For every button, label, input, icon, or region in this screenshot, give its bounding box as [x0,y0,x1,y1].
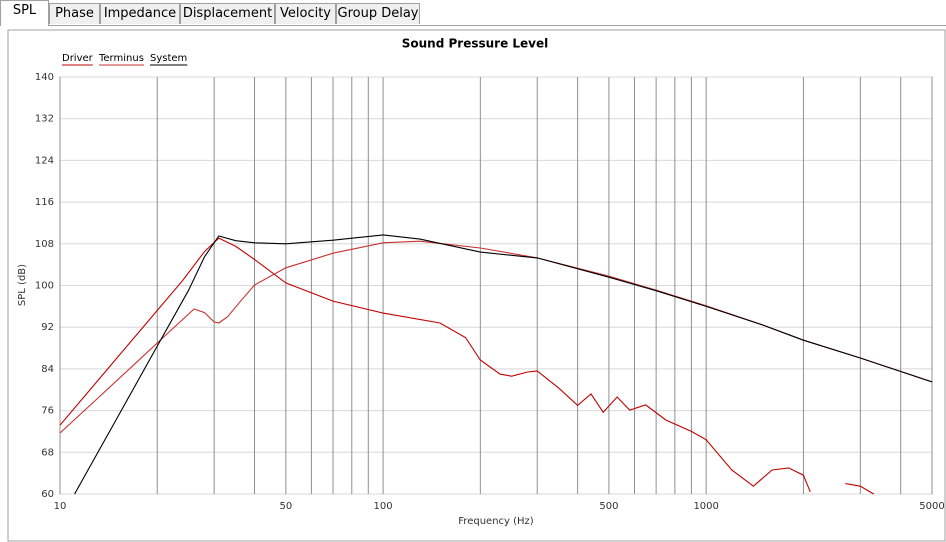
y-axis-label: SPL (dB) [17,264,28,306]
tab[interactable]: Velocity [275,3,336,24]
y-tick-label: 116 [35,197,54,208]
y-tick-label: 124 [35,155,54,166]
x-axis-label: Frequency (Hz) [458,516,534,527]
legend-label: Driver [62,53,94,64]
y-tick-label: 108 [35,239,54,250]
x-tick-label: 100 [374,501,393,512]
x-tick-label: 5000 [919,501,944,512]
tab[interactable]: Group Delay [336,3,420,24]
chart-title: Sound Pressure Level [402,37,549,51]
x-tick-label: 1000 [693,501,718,512]
tab[interactable]: Phase [49,3,100,24]
y-tick-label: 140 [35,72,54,83]
x-tick-label: 10 [54,501,67,512]
legend-label: System [150,53,187,64]
y-tick-label: 68 [41,447,54,458]
tab[interactable]: Impedance [100,3,180,24]
y-tick-label: 84 [41,364,54,375]
x-tick-label: 500 [599,501,618,512]
y-tick-label: 60 [41,489,54,500]
y-tick-label: 76 [41,406,54,417]
series-line [59,240,933,434]
y-tick-label: 92 [41,322,54,333]
legend-label: Terminus [98,53,144,64]
tab[interactable]: SPL [0,0,49,26]
tab-bar: SPL Phase Impedance Displacement Velocity Gro… [0,0,946,26]
series-line [74,234,933,495]
y-tick-label: 132 [35,114,54,125]
x-tick-label: 50 [279,501,292,512]
tab[interactable]: Displacement [180,3,275,24]
y-tick-label: 100 [35,281,54,292]
